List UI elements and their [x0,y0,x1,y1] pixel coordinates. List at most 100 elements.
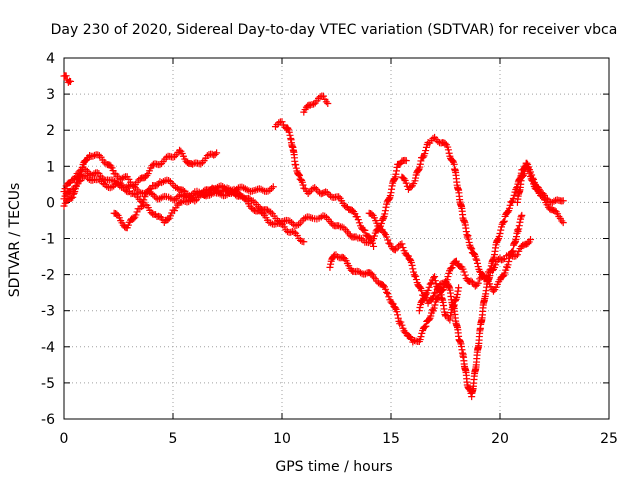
data-point [513,226,521,234]
data-point [419,296,427,304]
data-point [496,230,504,238]
data-point [171,153,179,161]
data-point [391,304,399,312]
data-point [452,257,460,265]
data-point [130,215,138,223]
data-point [424,286,432,294]
data-point [441,139,449,147]
data-point [483,276,491,284]
data-point [379,281,387,289]
data-point [402,179,410,187]
y-tick-label: -3 [41,304,55,320]
data-point [383,288,391,296]
data-point [494,236,502,244]
data-point [451,297,459,305]
data-point [460,268,468,276]
data-point [309,184,317,192]
data-point [519,171,527,179]
data-point [559,219,567,227]
data-point [431,273,439,281]
y-tick-label: -5 [41,376,55,392]
data-point [93,169,101,177]
data-point [461,271,469,279]
data-point [499,219,507,227]
series-s8 [365,159,567,401]
data-point [445,149,453,157]
data-point [425,283,433,291]
data-point [508,248,516,256]
data-point [385,195,393,203]
data-point [453,291,461,299]
data-point [294,170,302,178]
series-s4 [110,156,410,247]
data-point [516,218,524,226]
data-point [327,260,335,268]
data-point [326,263,334,271]
data-point [290,228,298,236]
data-point [82,166,90,174]
data-point [450,301,458,309]
data-point [171,196,179,204]
y-tick-label: 1 [46,159,55,175]
data-point [300,238,308,246]
data-point [534,184,542,192]
data-point [252,186,260,194]
data-point [370,273,378,281]
data-point [286,217,294,225]
data-point [481,272,489,280]
data-point [527,235,535,243]
data-point [211,150,219,158]
data-point [408,261,416,269]
data-point [510,191,518,199]
data-point [492,261,500,269]
data-point [382,285,390,293]
series-s10 [415,273,463,324]
data-point [431,277,439,285]
data-point [529,174,537,182]
data-point [280,223,288,231]
data-point [422,322,430,330]
data-point [130,190,138,198]
data-point [450,302,458,310]
data-point [380,214,388,222]
data-point [327,192,335,200]
data-point [157,194,165,202]
data-point [517,213,525,221]
data-point [419,153,427,161]
data-point [422,147,430,155]
data-point [311,184,319,192]
data-point [278,118,286,126]
y-tick-label: 4 [46,51,55,67]
data-point [508,248,516,256]
data-point [197,160,205,168]
data-point [416,336,424,344]
data-point [299,181,307,189]
data-point [412,272,420,280]
data-point [418,287,426,295]
data-point [189,160,197,168]
data-point [356,269,364,277]
data-point [430,292,438,300]
series-s5 [271,118,378,250]
series-start [60,72,75,86]
y-tick-label: 0 [46,195,55,211]
data-point [132,211,140,219]
data-point [361,226,369,234]
data-point [284,124,292,132]
data-point [495,232,503,240]
data-point [382,203,390,211]
data-point [324,99,332,107]
data-point [394,311,402,319]
data-point [449,302,457,310]
data-point [383,233,391,241]
data-point [269,183,277,191]
y-tick-label: -6 [41,412,55,428]
data-point [431,289,439,297]
y-tick-label: -4 [41,340,55,356]
data-point [310,100,318,108]
data-point [430,304,438,312]
data-point [444,146,452,154]
data-point [444,273,452,281]
data-point [473,256,481,264]
